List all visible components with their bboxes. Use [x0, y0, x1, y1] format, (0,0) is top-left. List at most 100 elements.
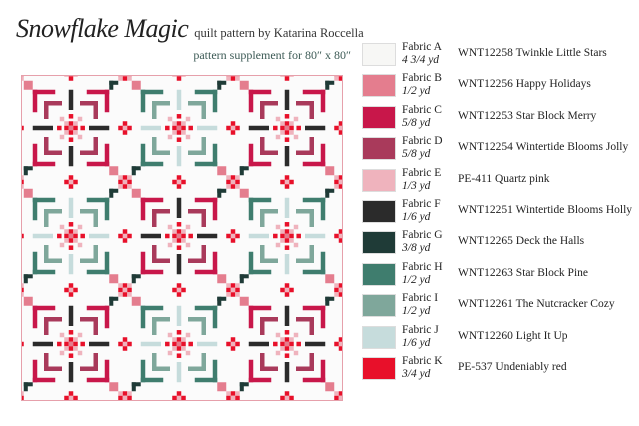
plus-arm — [118, 233, 123, 239]
nine-patch-square — [289, 229, 294, 234]
fabric-swatch — [362, 137, 396, 161]
plus-arm — [176, 76, 182, 81]
plus-arm — [68, 76, 74, 81]
corner-checker — [334, 175, 339, 180]
corner-checker — [22, 292, 24, 297]
corner-checker — [122, 287, 128, 293]
corner-checker — [338, 175, 342, 180]
corner-checker — [235, 76, 240, 81]
chevron-arm — [302, 89, 326, 95]
corner-dark-l — [131, 274, 141, 279]
arm-bar — [68, 197, 74, 218]
corner-pink-block — [217, 274, 227, 284]
plus-arm — [68, 391, 74, 396]
chevron-arm — [320, 305, 326, 329]
corner-dark-l — [23, 274, 28, 284]
pink-square — [59, 350, 65, 356]
plus-arm — [230, 229, 236, 234]
plus-arm — [181, 179, 186, 185]
plus-arm — [127, 125, 132, 131]
corner-checker — [338, 283, 342, 288]
fabric-yardage: 3/8 yd — [402, 242, 431, 255]
chevron-arm — [93, 317, 98, 335]
nine-patch-square — [289, 337, 294, 342]
plus-arm — [230, 238, 236, 243]
plus-arm — [338, 346, 342, 351]
nine-patch-square — [284, 121, 290, 126]
arm-bar — [176, 362, 182, 383]
chevron-arm — [80, 366, 98, 371]
red-square — [165, 341, 170, 347]
corner-checker — [235, 283, 240, 288]
red-square — [68, 137, 74, 142]
chevron-arm — [80, 258, 98, 263]
chevron-arm — [80, 317, 98, 322]
chevron-arm — [140, 359, 146, 383]
chevron-arm — [93, 353, 98, 371]
corner-checker — [122, 184, 128, 189]
chevron-arm — [104, 305, 110, 329]
fabric-swatch — [362, 74, 396, 98]
chevron-arm — [188, 101, 206, 106]
nine-patch-square — [289, 233, 294, 239]
plus-center — [230, 125, 236, 131]
fabric-product: WNT12256 Happy Holidays — [458, 78, 591, 91]
arm-bar — [284, 146, 290, 167]
corner-checker — [122, 76, 128, 81]
corner-checker — [230, 175, 236, 180]
corner-checker — [118, 391, 123, 396]
plus-arm — [181, 287, 186, 293]
red-square — [80, 233, 85, 239]
fabric-product: WNT12261 The Nutcracker Cozy — [458, 298, 615, 311]
plus-arm — [284, 391, 290, 396]
chevron-arm — [86, 305, 110, 311]
chevron-arm — [44, 353, 49, 371]
chevron-arm — [260, 209, 265, 227]
nine-patch-square — [64, 125, 69, 131]
chevron-arm — [248, 143, 254, 167]
chevron-arm — [104, 143, 110, 167]
nine-patch-square — [172, 238, 177, 243]
corner-dark-l — [23, 166, 33, 171]
red-square — [296, 125, 301, 131]
pink-square — [77, 332, 83, 338]
arm-bar — [248, 341, 269, 347]
pink-square — [185, 242, 191, 248]
pink-square — [293, 134, 299, 140]
plus-center — [122, 341, 128, 347]
fabric-product: WNT12253 Star Block Merry — [458, 109, 597, 122]
pink-square — [275, 242, 281, 248]
corner-pink-block — [23, 188, 33, 198]
chevron-arm — [32, 89, 56, 95]
nine-patch-square — [289, 121, 294, 126]
fabric-name: Fabric C — [402, 103, 442, 116]
chevron-arm — [201, 317, 206, 335]
pink-square — [167, 224, 173, 230]
corner-dark-l — [109, 296, 119, 301]
red-square — [68, 330, 74, 335]
plus-arm — [176, 292, 182, 297]
corner-checker — [334, 391, 339, 396]
plus-arm — [68, 175, 74, 180]
nine-patch-square — [181, 229, 186, 234]
chevron-arm — [32, 359, 38, 383]
pink-square — [59, 116, 65, 122]
fabric-row: Fabric K 3/4 yd PE-537 Undeniably red — [362, 355, 632, 383]
red-square — [176, 330, 182, 335]
nine-patch-square — [284, 130, 290, 135]
corner-checker — [127, 283, 132, 288]
plus-arm — [338, 130, 342, 135]
plus-center — [230, 233, 236, 239]
plus-arm — [172, 395, 177, 400]
corner-pink-block — [217, 166, 227, 176]
chevron-arm — [32, 377, 56, 383]
corner-checker — [118, 179, 123, 185]
plus-arm — [235, 341, 240, 347]
corner-checker — [235, 287, 240, 293]
plus-arm — [284, 292, 290, 297]
nine-patch-square — [181, 238, 186, 243]
corner-checker — [235, 184, 240, 189]
nine-patch-square — [181, 337, 186, 342]
nine-patch-square — [73, 125, 78, 131]
nine-patch-square — [176, 130, 182, 135]
